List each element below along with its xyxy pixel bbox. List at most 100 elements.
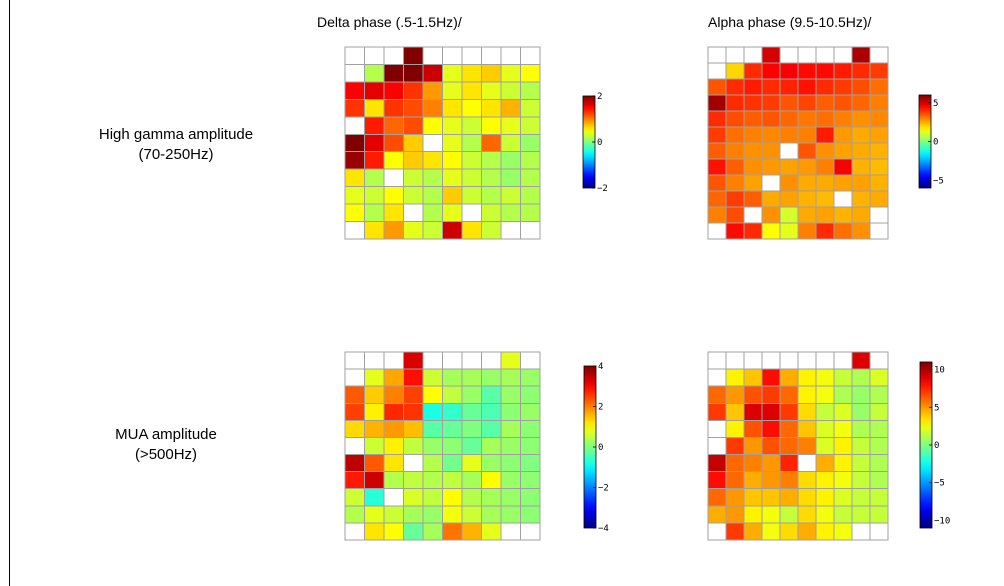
heatmap-cell (403, 133, 424, 153)
heatmap-cell (707, 206, 727, 224)
heatmap-cell (500, 505, 521, 524)
heatmap-cell (520, 368, 541, 387)
heatmap-cell (383, 402, 404, 421)
heatmap-cell (481, 186, 502, 205)
heatmap-cell (725, 385, 745, 404)
heatmap-cell (422, 186, 443, 205)
heatmap-cell (520, 81, 541, 100)
heatmap-cell (725, 46, 745, 64)
colorbar-tick-label: 4 (598, 362, 603, 372)
heatmap-cell (815, 46, 835, 64)
heatmap-cell (364, 203, 385, 223)
heatmap-cell (851, 351, 871, 370)
heatmap-cell (761, 206, 781, 224)
heatmap-cell (520, 351, 541, 370)
heatmap-cell (481, 98, 502, 118)
heatmap-cell (403, 351, 424, 370)
heatmap-cell (833, 190, 853, 208)
heatmap-cell (422, 116, 443, 135)
heatmap-cell (461, 522, 482, 541)
heatmap-cell (403, 436, 424, 456)
heatmap-cell (344, 454, 365, 473)
heatmap-cell (815, 351, 835, 370)
heatmap-cell (707, 522, 727, 541)
heatmap-cell (833, 222, 853, 240)
heatmap-cell (461, 454, 482, 473)
heatmap-cell (383, 151, 404, 170)
colorbar-tick-label: −4 (598, 524, 609, 534)
heatmap-cell (869, 436, 889, 456)
heatmap-cell (851, 142, 871, 160)
heatmap-cell (815, 142, 835, 160)
heatmap-cell (403, 368, 424, 387)
heatmap-cell (743, 454, 763, 473)
heatmap-cell (779, 78, 799, 96)
heatmap-cell (364, 436, 385, 456)
heatmap-cell (851, 46, 871, 64)
heatmap-cell (344, 402, 365, 421)
heatmap-cell (364, 471, 385, 490)
heatmap-cell (707, 436, 727, 456)
heatmap-cell (779, 385, 799, 404)
heatmap-cell (797, 436, 817, 456)
heatmap-cell (779, 402, 799, 421)
heatmap-cell (500, 368, 521, 387)
heatmap-cell (520, 98, 541, 118)
heatmap-cell (422, 368, 443, 387)
heatmap-cell (869, 368, 889, 387)
heatmap-cell (833, 471, 853, 490)
heatmap-cell (851, 110, 871, 128)
heatmap-cell (344, 385, 365, 404)
heatmap-cell (815, 222, 835, 240)
heatmap-cell (833, 174, 853, 192)
heatmap-cell (761, 190, 781, 208)
colorbar-delta-mua: 4 2 0 −2 −4 (583, 362, 609, 534)
heatmap-cell (743, 368, 763, 387)
heatmap-cell (761, 471, 781, 490)
colorbar-tick-label: −5 (934, 479, 945, 489)
heatmap-cell (815, 436, 835, 456)
heatmap-cell (461, 505, 482, 524)
heatmap-cell (500, 63, 521, 83)
heatmap-cell (707, 471, 727, 490)
heatmap-cell (833, 419, 853, 438)
heatmap-cell (364, 116, 385, 135)
heatmap-cell (403, 221, 424, 240)
heatmap-cell (743, 522, 763, 541)
heatmap-cell (851, 488, 871, 507)
heatmap-cell (869, 419, 889, 438)
heatmap-cell (833, 505, 853, 524)
heatmap-cell (442, 63, 463, 83)
heatmap-cell (422, 81, 443, 100)
heatmap-cell (707, 419, 727, 438)
heatmap-cell (815, 471, 835, 490)
heatmap-cell (500, 402, 521, 421)
heatmap-cell (869, 471, 889, 490)
heatmap-cell (761, 436, 781, 456)
heatmap-cell (442, 81, 463, 100)
heatmap-cell (779, 522, 799, 541)
heatmap-cell (779, 368, 799, 387)
heatmap-cell (442, 522, 463, 541)
heatmap-cell (725, 222, 745, 240)
heatmap-cell (833, 206, 853, 224)
heatmap-cell (797, 419, 817, 438)
heatmap-cell (743, 94, 763, 112)
heatmap-cell (779, 436, 799, 456)
colorbar-alpha-highgamma: 5 0 −5 (918, 94, 944, 189)
heatmap-cell (833, 436, 853, 456)
colorbar-alpha-mua: 10 5 0 −5 −10 (919, 361, 950, 529)
heatmap-cell (869, 46, 889, 64)
heatmap-cell (403, 186, 424, 205)
heatmap-cell (481, 81, 502, 100)
heatmap-cell (779, 126, 799, 144)
colorbar-tick-label: −5 (933, 176, 944, 186)
heatmap-cell (481, 151, 502, 170)
heatmap-cell (725, 94, 745, 112)
heatmap-cell (383, 221, 404, 240)
heatmap-cell (481, 419, 502, 438)
heatmap-cell (815, 385, 835, 404)
colorbar-tick-label: −10 (934, 516, 950, 526)
heatmap-cell (743, 190, 763, 208)
heatmap-cell (869, 488, 889, 507)
